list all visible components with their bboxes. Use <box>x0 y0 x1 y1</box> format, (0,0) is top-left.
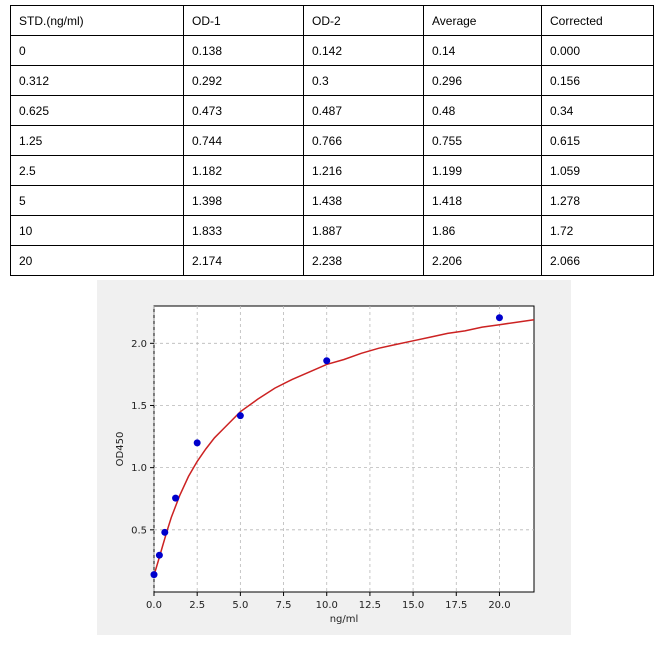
y-tick-label: 1.0 <box>131 463 147 474</box>
cell-corrected: 0.000 <box>541 35 654 66</box>
cell-std: 2.5 <box>10 155 184 186</box>
cell-od2: 2.238 <box>303 245 424 276</box>
cell-std: 1.25 <box>10 125 184 156</box>
cell-average: 0.755 <box>423 125 542 156</box>
data-point <box>495 314 503 322</box>
header-average: Average <box>423 5 542 36</box>
cell-average: 1.199 <box>423 155 542 186</box>
x-tick-label: 0.0 <box>146 600 162 611</box>
cell-average: 2.206 <box>423 245 542 276</box>
cell-average: 1.86 <box>423 215 542 246</box>
y-tick-label: 1.5 <box>131 401 147 412</box>
cell-corrected: 1.278 <box>541 185 654 216</box>
table-row: 20 2.174 2.238 2.206 2.066 <box>10 245 654 276</box>
cell-od1: 1.182 <box>183 155 304 186</box>
cell-corrected: 1.72 <box>541 215 654 246</box>
cell-corrected: 0.615 <box>541 125 654 156</box>
axis-ticks: 0.0 2.5 5.0 7.5 10.0 12.5 15.0 17.5 20.0 0.5 1.0 1.… <box>131 339 510 611</box>
table-header-row: STD.(ng/ml) OD-1 OD-2 Average Corrected <box>10 5 654 36</box>
cell-od2: 0.3 <box>303 65 424 96</box>
data-point <box>193 439 201 447</box>
cell-std: 0.625 <box>10 95 184 126</box>
data-point <box>150 571 158 579</box>
data-point <box>155 551 163 559</box>
cell-std: 5 <box>10 185 184 216</box>
fit-curve-layer <box>153 318 535 575</box>
cell-od1: 2.174 <box>183 245 304 276</box>
y-tick-label: 2.0 <box>131 339 147 350</box>
table-row: 0.312 0.292 0.3 0.296 0.156 <box>10 65 654 96</box>
header-corrected: Corrected <box>541 5 654 36</box>
x-tick-label: 10.0 <box>316 600 338 611</box>
cell-std: 10 <box>10 215 184 246</box>
data-points-layer <box>150 314 503 579</box>
table-row: 10 1.833 1.887 1.86 1.72 <box>10 215 654 246</box>
plot-area <box>153 305 535 593</box>
standard-curve-table: STD.(ng/ml) OD-1 OD-2 Average Corrected … <box>10 5 654 276</box>
data-point <box>161 528 169 536</box>
standard-curve-chart: 0.0 2.5 5.0 7.5 10.0 12.5 15.0 17.5 20.0 0.5 1.0 1.… <box>115 305 535 625</box>
header-std: STD.(ng/ml) <box>10 5 184 36</box>
cell-od1: 1.833 <box>183 215 304 246</box>
cell-average: 0.14 <box>423 35 542 66</box>
cell-average: 1.418 <box>423 185 542 216</box>
data-point <box>236 412 244 420</box>
table-row: 5 1.398 1.438 1.418 1.278 <box>10 185 654 216</box>
x-tick-label: 12.5 <box>359 600 381 611</box>
x-tick-label: 20.0 <box>488 600 510 611</box>
data-point <box>172 494 180 502</box>
table-row: 0.625 0.473 0.487 0.48 0.34 <box>10 95 654 126</box>
x-tick-label: 7.5 <box>276 600 292 611</box>
x-axis-label: ng/ml <box>330 614 359 625</box>
x-tick-label: 2.5 <box>189 600 205 611</box>
cell-corrected: 1.059 <box>541 155 654 186</box>
header-od2: OD-2 <box>303 5 424 36</box>
cell-std: 0 <box>10 35 184 66</box>
cell-average: 0.296 <box>423 65 542 96</box>
cell-corrected: 2.066 <box>541 245 654 276</box>
cell-od2: 1.887 <box>303 215 424 246</box>
cell-od1: 0.138 <box>183 35 304 66</box>
fit-curve <box>153 318 535 575</box>
x-tick-label: 5.0 <box>232 600 248 611</box>
header-od1: OD-1 <box>183 5 304 36</box>
table-row: 0 0.138 0.142 0.14 0.000 <box>10 35 654 66</box>
y-axis-label: OD450 <box>115 432 126 467</box>
cell-average: 0.48 <box>423 95 542 126</box>
y-tick-label: 0.5 <box>131 525 147 536</box>
cell-corrected: 0.156 <box>541 65 654 96</box>
data-point <box>323 357 331 365</box>
x-tick-label: 15.0 <box>402 600 424 611</box>
cell-od2: 1.438 <box>303 185 424 216</box>
chart-panel: 0.0 2.5 5.0 7.5 10.0 12.5 15.0 17.5 20.0 0.5 1.0 1.… <box>97 280 571 635</box>
cell-od2: 0.487 <box>303 95 424 126</box>
table-row: 2.5 1.182 1.216 1.199 1.059 <box>10 155 654 186</box>
cell-od1: 0.744 <box>183 125 304 156</box>
cell-std: 0.312 <box>10 65 184 96</box>
cell-od1: 0.473 <box>183 95 304 126</box>
cell-od1: 0.292 <box>183 65 304 96</box>
table-row: 1.25 0.744 0.766 0.755 0.615 <box>10 125 654 156</box>
cell-corrected: 0.34 <box>541 95 654 126</box>
x-tick-label: 17.5 <box>445 600 467 611</box>
cell-std: 20 <box>10 245 184 276</box>
cell-od2: 0.766 <box>303 125 424 156</box>
cell-od1: 1.398 <box>183 185 304 216</box>
cell-od2: 0.142 <box>303 35 424 66</box>
cell-od2: 1.216 <box>303 155 424 186</box>
